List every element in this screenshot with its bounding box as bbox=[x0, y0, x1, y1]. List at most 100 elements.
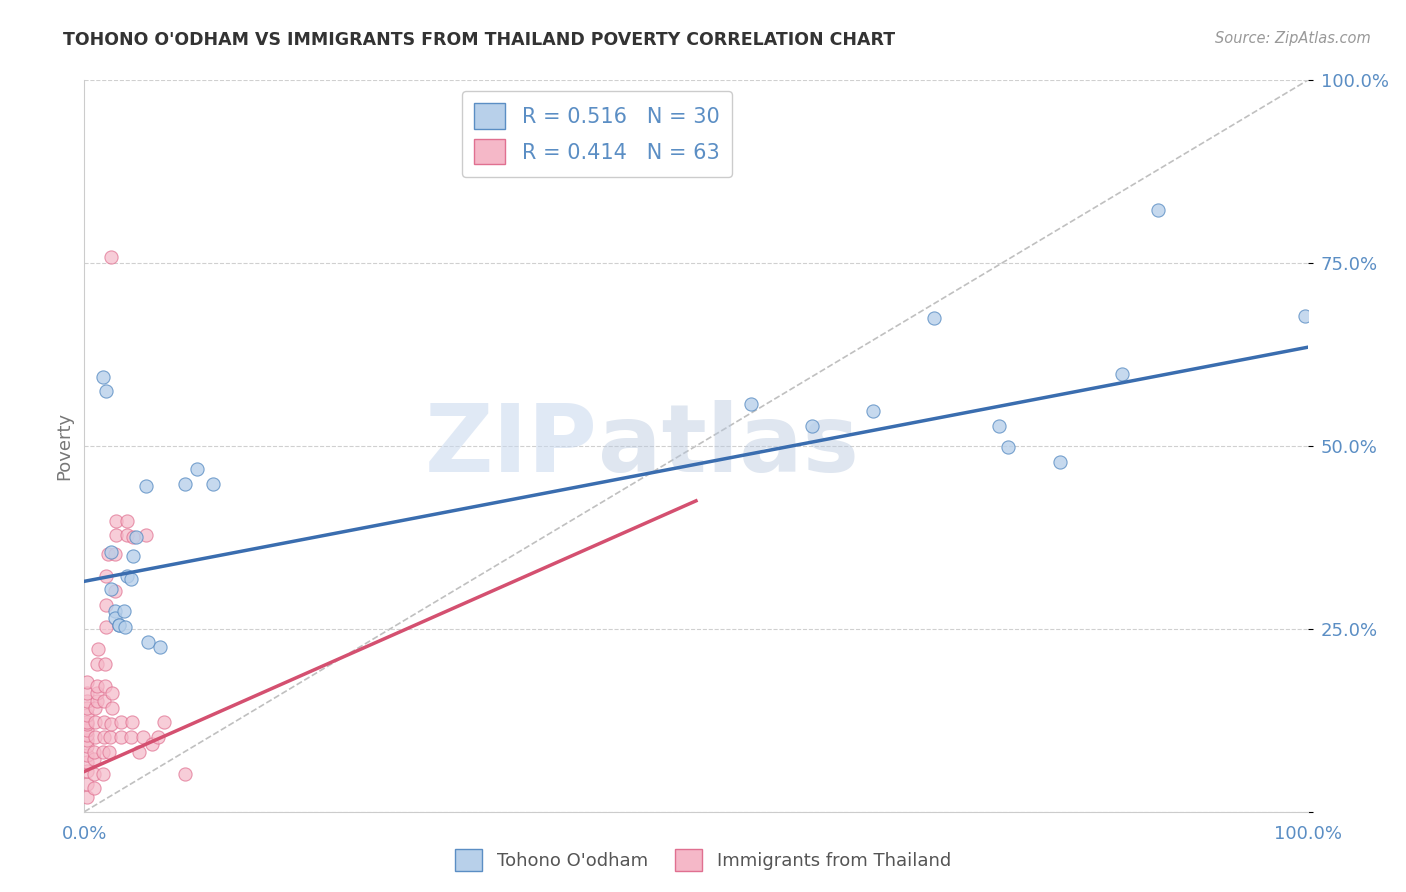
Point bbox=[93, 693, 115, 707]
Point bbox=[76, 747, 98, 762]
Point bbox=[104, 583, 127, 598]
Point bbox=[122, 530, 145, 544]
Point bbox=[94, 679, 117, 693]
Point bbox=[186, 462, 208, 476]
Point bbox=[173, 477, 195, 491]
Point bbox=[94, 657, 117, 671]
Point bbox=[76, 708, 98, 723]
Point bbox=[120, 572, 142, 586]
Point bbox=[100, 250, 122, 264]
Point bbox=[96, 599, 118, 613]
Point bbox=[135, 479, 157, 493]
Point bbox=[104, 611, 127, 625]
Text: Source: ZipAtlas.com: Source: ZipAtlas.com bbox=[1215, 31, 1371, 46]
Text: ZIP: ZIP bbox=[425, 400, 598, 492]
Point bbox=[924, 310, 946, 325]
Point bbox=[101, 686, 124, 700]
Point bbox=[1147, 203, 1170, 218]
Point bbox=[91, 369, 114, 384]
Point bbox=[740, 396, 762, 410]
Point bbox=[97, 547, 120, 561]
Point bbox=[87, 642, 110, 657]
Point bbox=[1049, 455, 1071, 469]
Point bbox=[146, 730, 169, 744]
Point bbox=[801, 418, 824, 433]
Point bbox=[120, 730, 142, 744]
Point bbox=[173, 766, 195, 780]
Point bbox=[76, 777, 98, 791]
Point bbox=[107, 618, 129, 632]
Point bbox=[114, 620, 136, 634]
Point bbox=[98, 730, 121, 744]
Point bbox=[101, 701, 124, 715]
Point bbox=[83, 781, 105, 796]
Point bbox=[76, 755, 98, 769]
Point bbox=[76, 693, 98, 707]
Point bbox=[107, 618, 129, 632]
Point bbox=[76, 715, 98, 730]
Point bbox=[76, 686, 98, 700]
Point bbox=[84, 730, 107, 744]
Point bbox=[112, 603, 135, 617]
Point bbox=[76, 790, 98, 805]
Point bbox=[100, 582, 122, 596]
Point bbox=[100, 545, 122, 559]
Point bbox=[100, 717, 122, 731]
Point bbox=[76, 717, 98, 731]
Point bbox=[115, 528, 138, 542]
Point bbox=[997, 441, 1019, 455]
Point bbox=[96, 569, 118, 583]
Point bbox=[149, 640, 172, 655]
Point bbox=[76, 701, 98, 715]
Point bbox=[141, 738, 163, 752]
Point bbox=[1111, 368, 1133, 382]
Point bbox=[86, 679, 108, 693]
Point bbox=[91, 766, 114, 780]
Point bbox=[115, 514, 138, 528]
Point bbox=[86, 693, 108, 707]
Point bbox=[105, 528, 128, 542]
Point bbox=[136, 635, 159, 649]
Point bbox=[201, 477, 224, 491]
Point bbox=[84, 701, 107, 715]
Point bbox=[110, 715, 132, 730]
Point bbox=[93, 730, 115, 744]
Point bbox=[91, 745, 114, 759]
Point bbox=[76, 739, 98, 753]
Point bbox=[76, 733, 98, 747]
Point bbox=[76, 674, 98, 689]
Point bbox=[122, 549, 145, 563]
Point bbox=[153, 715, 176, 730]
Point bbox=[76, 723, 98, 737]
Point bbox=[83, 745, 105, 759]
Point bbox=[93, 715, 115, 730]
Point bbox=[121, 715, 143, 730]
Point bbox=[86, 657, 108, 671]
Text: TOHONO O'ODHAM VS IMMIGRANTS FROM THAILAND POVERTY CORRELATION CHART: TOHONO O'ODHAM VS IMMIGRANTS FROM THAILA… bbox=[63, 31, 896, 49]
Point bbox=[96, 384, 118, 399]
Point bbox=[105, 514, 128, 528]
Point bbox=[862, 404, 884, 418]
Text: atlas: atlas bbox=[598, 400, 859, 492]
Point bbox=[128, 745, 150, 759]
Point bbox=[125, 530, 148, 544]
Point bbox=[115, 569, 138, 583]
Point bbox=[104, 603, 127, 617]
Point bbox=[96, 620, 118, 634]
Point bbox=[83, 752, 105, 766]
Y-axis label: Poverty: Poverty bbox=[55, 412, 73, 480]
Point bbox=[135, 528, 157, 542]
Point bbox=[132, 730, 155, 744]
Point bbox=[84, 715, 107, 730]
Point bbox=[104, 547, 127, 561]
Legend: Tohono O'odham, Immigrants from Thailand: Tohono O'odham, Immigrants from Thailand bbox=[449, 842, 957, 879]
Point bbox=[988, 418, 1011, 433]
Point bbox=[76, 764, 98, 779]
Point bbox=[83, 766, 105, 780]
Point bbox=[86, 686, 108, 700]
Point bbox=[110, 730, 132, 744]
Point bbox=[97, 745, 120, 759]
Point bbox=[1294, 309, 1316, 323]
Point bbox=[76, 728, 98, 742]
Legend: R = 0.516   N = 30, R = 0.414   N = 63: R = 0.516 N = 30, R = 0.414 N = 63 bbox=[461, 91, 733, 177]
